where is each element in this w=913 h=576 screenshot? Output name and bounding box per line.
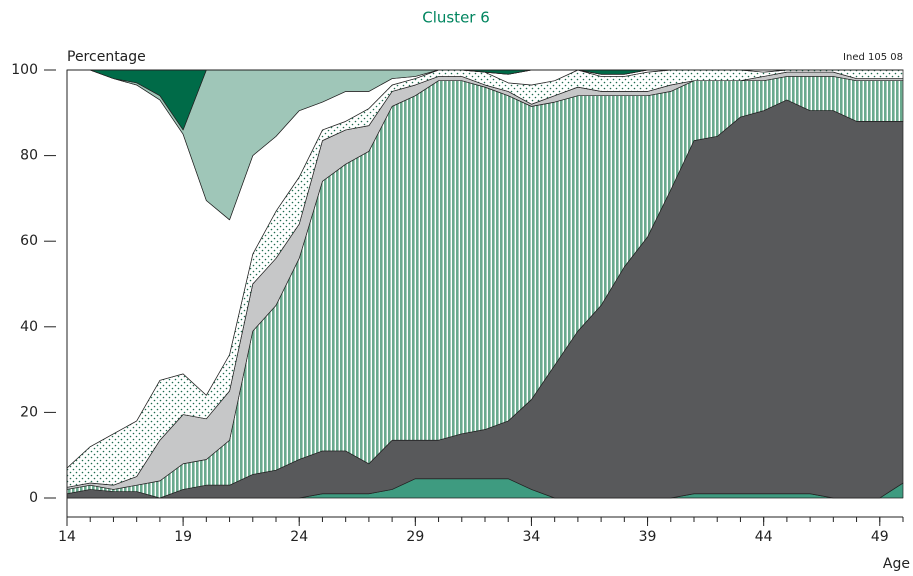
x-tick-label: 39 [639, 529, 657, 545]
y-tick-label: 20 [20, 404, 38, 420]
y-tick-label: 100 [11, 62, 38, 78]
y-tick-label: 0 [29, 490, 38, 506]
chart-title: Cluster 6 [422, 9, 490, 27]
x-axis-label: Age [883, 556, 910, 572]
x-tick-label: 24 [290, 529, 308, 545]
x-tick-label: 44 [755, 529, 773, 545]
x-tick-label: 49 [871, 529, 889, 545]
y-axis-label: Percentage [67, 49, 146, 65]
annotation: Ined 105 08 [843, 52, 903, 63]
x-tick-label: 29 [406, 529, 424, 545]
y-tick-label: 40 [20, 319, 38, 335]
y-tick-label: 80 [20, 148, 38, 164]
y-tick-label: 60 [20, 233, 38, 249]
x-tick-label: 34 [523, 529, 541, 545]
x-tick-label: 14 [58, 529, 76, 545]
x-tick-label: 19 [174, 529, 192, 545]
